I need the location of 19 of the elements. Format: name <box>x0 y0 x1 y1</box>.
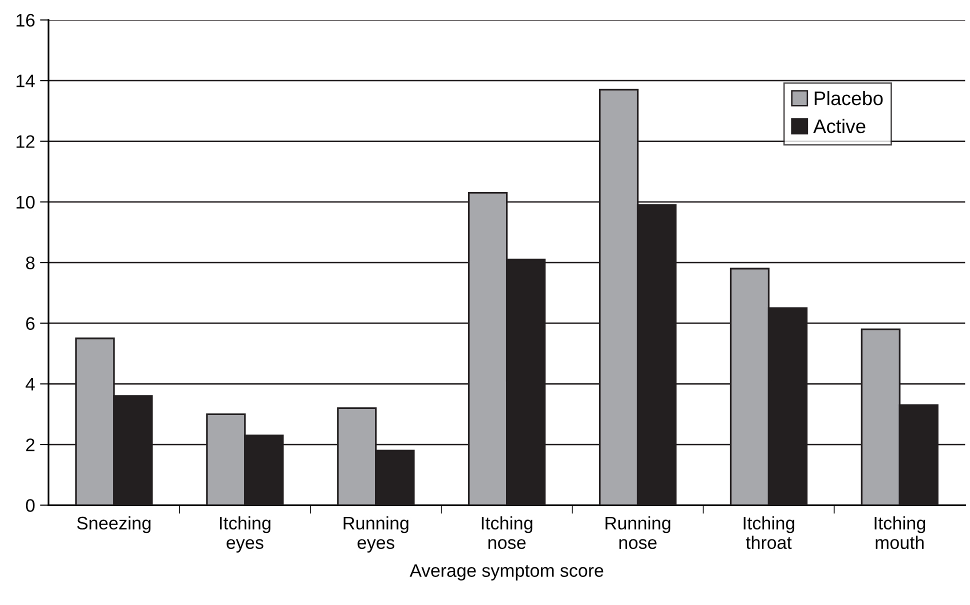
x-tick-label: Itching nose <box>482 516 532 549</box>
y-tick-label: 2 <box>26 438 34 452</box>
legend-label: Active <box>813 118 866 134</box>
y-tick-label: 0 <box>26 499 35 512</box>
legend-label: Placebo <box>814 90 883 106</box>
x-axis-title: Average symptom score <box>410 564 604 581</box>
x-tick-label: Sneezing <box>77 516 150 534</box>
y-tick-label: 6 <box>26 317 35 330</box>
y-tick-label: 14 <box>16 74 35 88</box>
x-tick-label: Itching eyes <box>220 516 270 553</box>
y-tick-label: 16 <box>16 14 35 27</box>
x-tick-label: Itching mouth <box>874 516 926 549</box>
y-tick-label: 10 <box>16 196 35 209</box>
y-tick-label: 12 <box>16 135 34 148</box>
y-tick-label: 4 <box>26 378 35 390</box>
x-tick-label: Running eyes <box>344 516 408 553</box>
x-tick-label: Itching throat <box>744 516 794 549</box>
x-tick-label: Running nose <box>606 516 670 549</box>
y-tick-label: 8 <box>26 256 35 270</box>
